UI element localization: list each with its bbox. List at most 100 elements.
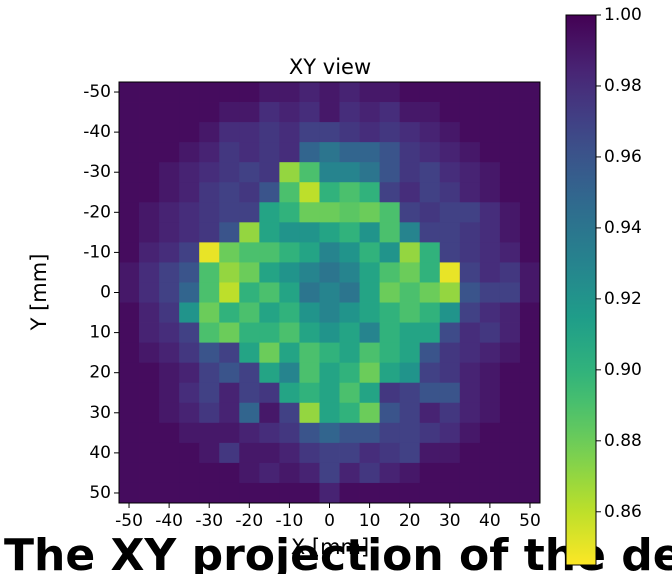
heatmap-cell — [479, 162, 501, 183]
heatmap-cell — [279, 342, 300, 364]
heatmap-cell — [439, 282, 461, 303]
heatmap-cell — [139, 142, 160, 163]
heatmap-cell — [219, 142, 240, 163]
heatmap-cell — [279, 442, 300, 464]
heatmap-cell — [299, 82, 320, 103]
heatmap-cell — [119, 242, 140, 263]
heatmap-cell — [199, 222, 220, 243]
heatmap-cell — [439, 382, 461, 404]
heatmap-cell — [179, 302, 200, 323]
heatmap-cell — [219, 222, 240, 243]
colorbar-tick-label: 0.98 — [604, 76, 642, 96]
heatmap-cell — [359, 402, 381, 424]
heatmap-cell — [519, 442, 541, 464]
heatmap-cell — [139, 482, 160, 504]
heatmap-cell — [419, 222, 441, 243]
heatmap-cell — [439, 262, 461, 283]
heatmap-cell — [179, 462, 200, 484]
heatmap-cell — [219, 162, 240, 183]
heatmap-cell — [319, 242, 340, 263]
heatmap-cell — [499, 362, 521, 384]
heatmap-cell — [479, 282, 501, 303]
heatmap-cell — [499, 322, 521, 344]
heatmap-cell — [119, 202, 140, 223]
heatmap-cell — [159, 302, 180, 323]
heatmap-cell — [399, 302, 421, 323]
heatmap-cell — [459, 482, 481, 504]
heatmap-cell — [379, 462, 401, 484]
heatmap-cell — [159, 482, 180, 504]
heatmap-cell — [139, 362, 160, 384]
heatmap-cell — [379, 322, 401, 344]
heatmap-cell — [159, 442, 180, 464]
heatmap-cell — [419, 422, 441, 444]
heatmap-cell — [499, 402, 521, 424]
heatmap-cell — [379, 82, 401, 103]
heatmap-cell — [359, 122, 381, 143]
heatmap-cell — [239, 202, 260, 223]
heatmap-cell — [139, 342, 160, 364]
heatmap-cell — [399, 222, 421, 243]
heatmap-cell — [399, 282, 421, 303]
heatmap-cell — [519, 382, 541, 404]
heatmap-cell — [359, 322, 381, 344]
heatmap-cell — [299, 122, 320, 143]
heatmap-cell — [519, 322, 541, 344]
heatmap-cell — [399, 122, 421, 143]
heatmap-cell — [279, 202, 300, 223]
x-tick-label: 30 — [439, 511, 461, 531]
heatmap-cell — [139, 242, 160, 263]
heatmap-cell — [479, 82, 501, 103]
heatmap-cell — [339, 302, 360, 323]
heatmap-cell — [439, 182, 461, 203]
heatmap-cell — [219, 242, 240, 263]
heatmap-cell — [519, 342, 541, 364]
heatmap-cell — [439, 122, 461, 143]
heatmap-cell — [159, 322, 180, 344]
heatmap-cell — [219, 282, 240, 303]
x-tick-label: 10 — [359, 511, 381, 531]
heatmap-cell — [139, 82, 160, 103]
heatmap-cell — [459, 302, 481, 323]
heatmap-cell — [159, 222, 180, 243]
heatmap-cell — [179, 102, 200, 123]
heatmap-cell — [519, 362, 541, 384]
heatmap-cell — [399, 442, 421, 464]
heatmap-cell — [339, 382, 360, 404]
heatmap-cell — [199, 242, 220, 263]
heatmap-cell — [219, 202, 240, 223]
heatmap-cell — [459, 282, 481, 303]
heatmap-cell — [299, 102, 320, 123]
heatmap-cell — [119, 422, 140, 444]
heatmap-cell — [379, 242, 401, 263]
heatmap-cell — [239, 222, 260, 243]
heatmap-cell — [399, 362, 421, 384]
heatmap-cell — [299, 262, 320, 283]
heatmap-cell — [279, 322, 300, 344]
heatmap-cell — [279, 182, 300, 203]
heatmap-cell — [379, 362, 401, 384]
heatmap-cell — [519, 162, 541, 183]
heatmap-cell — [399, 102, 421, 123]
heatmap-cell — [479, 222, 501, 243]
heatmap-cell — [359, 102, 381, 123]
heatmap-cell — [479, 342, 501, 364]
heatmap-cell — [139, 462, 160, 484]
heatmap-cell — [519, 222, 541, 243]
heatmap-cell — [199, 102, 220, 123]
x-tick-label: 40 — [479, 511, 501, 531]
heatmap-cell — [499, 422, 521, 444]
heatmap-cell — [459, 102, 481, 123]
heatmap-cell — [159, 362, 180, 384]
heatmap-cell — [119, 382, 140, 404]
heatmap-cell — [279, 282, 300, 303]
heatmap-cell — [279, 122, 300, 143]
heatmap-cell — [139, 382, 160, 404]
heatmap-cell — [359, 442, 381, 464]
heatmap-cell — [279, 242, 300, 263]
heatmap-cell — [479, 202, 501, 223]
heatmap-cell — [199, 462, 220, 484]
y-tick-label: -10 — [83, 242, 111, 262]
heatmap-cell — [159, 122, 180, 143]
heatmap-cell — [439, 82, 461, 103]
